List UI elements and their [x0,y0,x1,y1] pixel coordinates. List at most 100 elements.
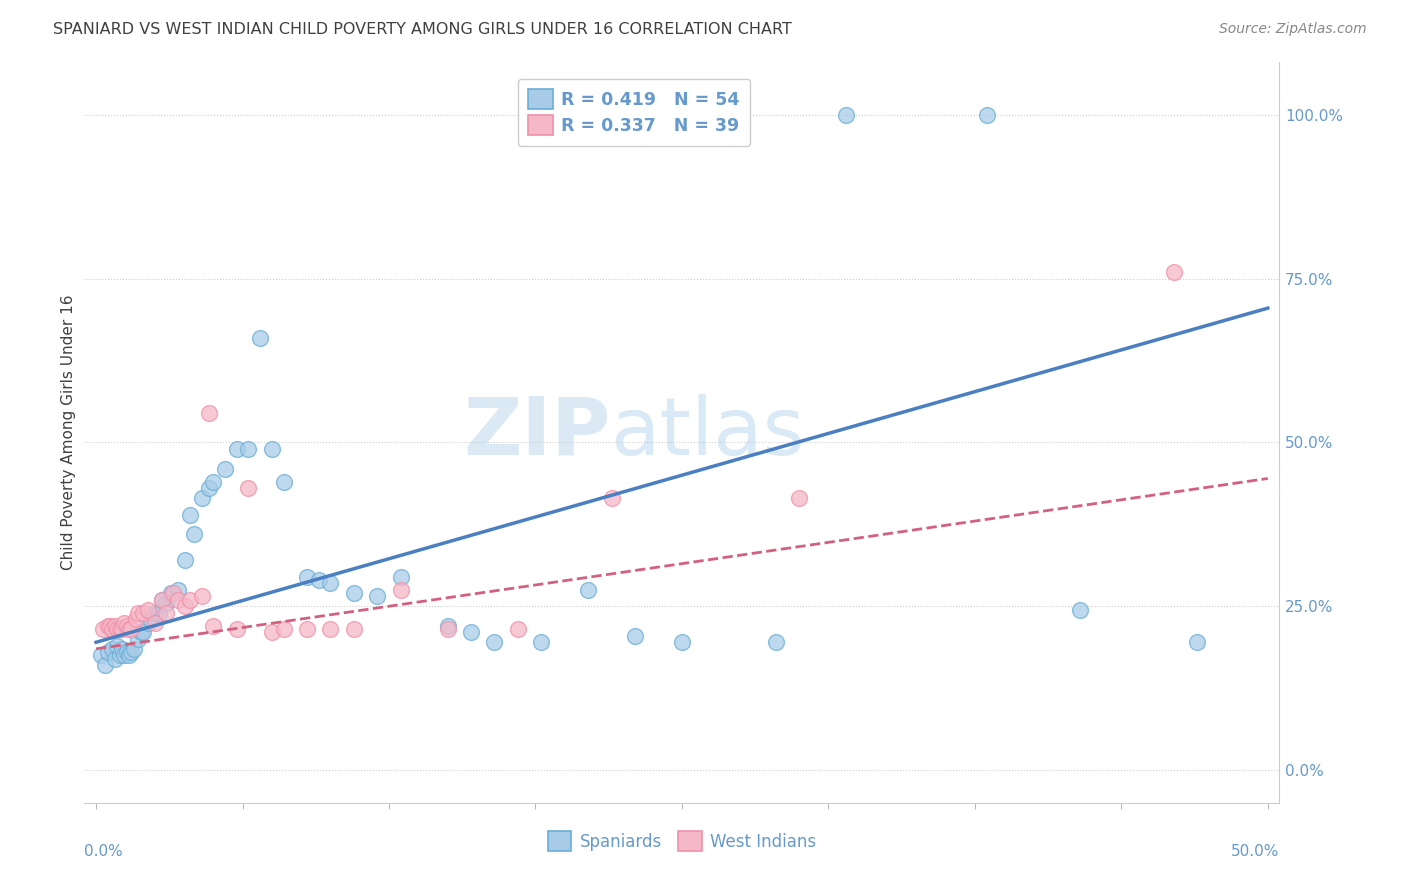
Point [260,625,283,640]
Point [132,606,155,620]
Point [190,491,212,505]
Point [167,592,190,607]
Legend: Spaniards, West Indians: Spaniards, West Indians [541,825,823,857]
Point [105,639,128,653]
Point [118,648,141,663]
Point [104,619,127,633]
Point [197,406,219,420]
Point [214,461,236,475]
Text: atlas: atlas [610,393,804,472]
Point [600,491,623,505]
Point [111,622,134,636]
Point [160,586,183,600]
Point [174,553,197,567]
Point [120,645,142,659]
Point [319,622,342,636]
Point [174,599,197,614]
Point [366,590,388,604]
Point [1163,265,1185,279]
Point [101,622,124,636]
Point [389,570,412,584]
Point [1069,602,1091,616]
Point [273,622,295,636]
Point [98,619,121,633]
Point [136,602,159,616]
Point [97,619,120,633]
Point [179,592,201,607]
Point [484,635,506,649]
Point [167,582,190,597]
Point [976,108,998,122]
Point [183,527,205,541]
Point [202,619,225,633]
Point [624,629,647,643]
Point [530,635,553,649]
Point [162,586,184,600]
Point [143,606,166,620]
Point [295,622,318,636]
Point [129,625,152,640]
Point [112,648,135,663]
Point [460,625,482,640]
Point [127,632,149,646]
Point [97,645,120,659]
Point [125,612,148,626]
Point [260,442,283,456]
Point [90,648,112,663]
Point [202,475,225,489]
Text: SPANIARD VS WEST INDIAN CHILD POVERTY AMONG GIRLS UNDER 16 CORRELATION CHART: SPANIARD VS WEST INDIAN CHILD POVERTY AM… [53,22,793,37]
Point [91,622,114,636]
Point [94,658,117,673]
Point [115,645,138,659]
Point [139,612,162,626]
Point [105,622,128,636]
Point [108,622,131,636]
Point [249,330,271,344]
Point [436,622,458,636]
Point [765,635,787,649]
Point [104,651,127,665]
Point [436,619,458,633]
Point [576,582,599,597]
Point [835,108,858,122]
Y-axis label: Child Poverty Among Girls Under 16: Child Poverty Among Girls Under 16 [60,295,76,570]
Point [295,570,318,584]
Point [389,582,412,597]
Point [190,590,212,604]
Text: Source: ZipAtlas.com: Source: ZipAtlas.com [1219,22,1367,37]
Point [150,592,173,607]
Point [127,606,149,620]
Point [120,622,142,636]
Point [118,622,141,636]
Point [787,491,810,505]
Text: 0.0%: 0.0% [84,844,124,858]
Point [179,508,201,522]
Point [671,635,693,649]
Point [225,442,247,456]
Point [155,596,177,610]
Point [343,622,366,636]
Point [238,481,260,495]
Point [155,606,177,620]
Point [148,606,170,620]
Point [112,615,135,630]
Point [319,576,342,591]
Point [197,481,219,495]
Point [101,641,124,656]
Point [108,648,131,663]
Point [136,615,159,630]
Point [1187,635,1209,649]
Point [132,625,155,640]
Point [143,615,166,630]
Point [115,619,138,633]
Point [308,573,330,587]
Point [225,622,247,636]
Text: ZIP: ZIP [463,393,610,472]
Point [150,592,173,607]
Text: 50.0%: 50.0% [1232,844,1279,858]
Point [111,641,134,656]
Point [343,586,366,600]
Point [273,475,295,489]
Point [122,641,145,656]
Point [238,442,260,456]
